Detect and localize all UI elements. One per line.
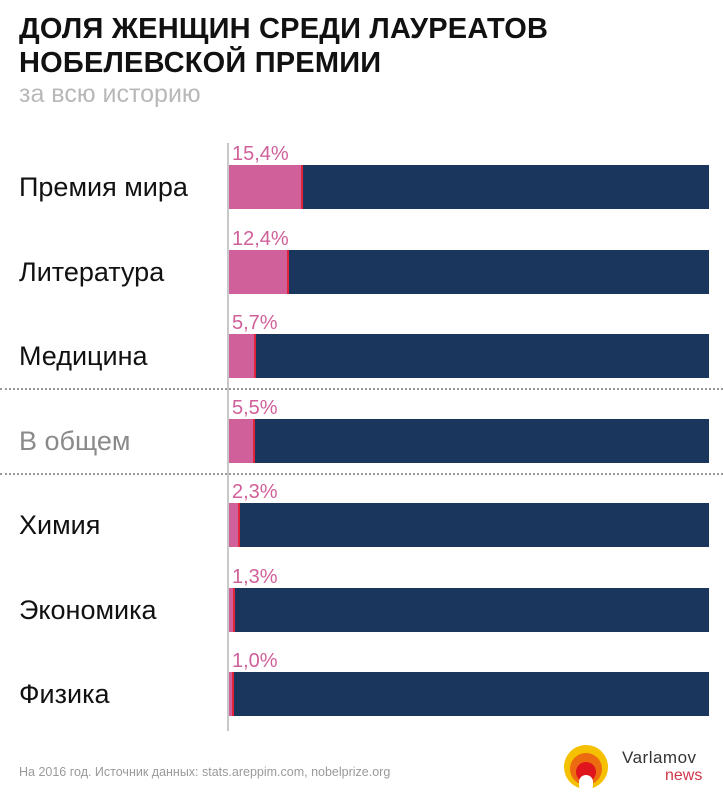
title-line-1: ДОЛЯ ЖЕНЩИН СРЕДИ ЛАУРЕАТОВ — [19, 13, 549, 45]
value-label: 1,3% — [232, 565, 278, 588]
bar-women-share — [229, 672, 234, 716]
value-label: 2,3% — [232, 481, 278, 503]
bar-total — [229, 165, 709, 209]
bar-total — [229, 418, 709, 463]
chart-title: ДОЛЯ ЖЕНЩИН СРЕДИ ЛАУРЕАТОВ НОБЕЛЕВСКОЙ … — [19, 12, 548, 80]
separator-bottom — [0, 473, 723, 475]
value-label: 12,4% — [232, 227, 289, 250]
category-label: Химия — [19, 510, 101, 540]
bar-row: В общем 5,5% — [0, 397, 723, 481]
title-line-2: НОБЕЛЕВСКОЙ ПРЕМИИ — [19, 47, 382, 79]
bar-row: Литература 12,4% — [0, 228, 723, 312]
value-label: 5,7% — [232, 312, 278, 334]
varlamov-logo-icon — [564, 745, 608, 792]
bar-row: Экономика 1,3% — [0, 566, 723, 650]
category-label: Физика — [19, 679, 110, 709]
bar-row: Физика 1,0% — [0, 650, 723, 734]
bar-total — [229, 587, 709, 632]
category-label: Экономика — [19, 594, 157, 625]
bar-women-share — [229, 503, 241, 547]
bar-total — [229, 249, 709, 294]
category-label: Премия мира — [19, 172, 188, 202]
bar-women-share — [229, 249, 289, 294]
bar-women-share — [229, 587, 236, 632]
value-label: 1,0% — [232, 650, 278, 672]
bar-women-share — [229, 334, 257, 378]
brand-sub: news — [665, 767, 703, 784]
bar-women-share — [229, 165, 303, 209]
separator-top — [0, 388, 723, 390]
bar-row: Химия 2,3% — [0, 481, 723, 565]
y-axis-line — [227, 143, 229, 731]
category-label: Медицина — [19, 341, 148, 371]
bar-row: Медицина 5,7% — [0, 312, 723, 396]
value-label: 15,4% — [232, 143, 289, 165]
source-footnote: На 2016 год. Источник данных: stats.arep… — [19, 765, 391, 779]
category-label: В общем — [19, 425, 131, 456]
value-label: 5,5% — [232, 396, 278, 419]
brand-name: Varlamov — [622, 748, 697, 767]
bar-row: Премия мира 15,4% — [0, 143, 723, 227]
bar-total — [229, 503, 709, 547]
bar-total — [229, 672, 709, 716]
bar-total — [229, 334, 709, 378]
bar-women-share — [229, 418, 256, 463]
category-label: Литература — [19, 256, 165, 287]
chart-subtitle: за всю историю — [19, 80, 201, 108]
